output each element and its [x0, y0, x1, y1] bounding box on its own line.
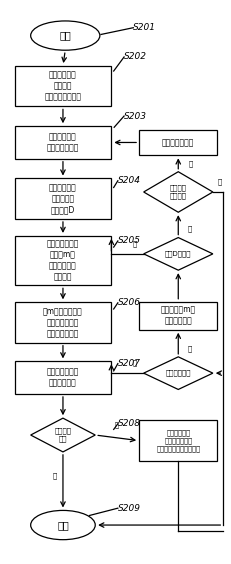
Text: 更新为下一时隙: 更新为下一时隙: [161, 138, 194, 147]
FancyBboxPatch shape: [138, 302, 216, 330]
FancyBboxPatch shape: [15, 126, 111, 159]
Text: 是: 是: [216, 179, 220, 185]
Text: 所有时隙
拍卖完毕: 所有时隙 拍卖完毕: [169, 184, 186, 199]
Text: 序列D为空集: 序列D为空集: [164, 250, 191, 257]
Text: 将选取的买家
按距离排列
生成序列D: 将选取的买家 按距离排列 生成序列D: [49, 183, 76, 214]
FancyBboxPatch shape: [138, 130, 216, 156]
FancyBboxPatch shape: [15, 302, 111, 343]
Text: S202: S202: [124, 52, 146, 61]
Text: 对序列串首元素
进行资源分配: 对序列串首元素 进行资源分配: [47, 368, 79, 387]
Text: 选取对象时隙
具有需求的买家: 选取对象时隙 具有需求的买家: [47, 133, 79, 152]
Text: S209: S209: [117, 504, 140, 513]
Polygon shape: [143, 237, 212, 270]
Text: 从序列串去除
该小小区微基站
从频谱池去除已分配频带: 从序列串去除 该小小区微基站 从频谱池去除已分配频带: [156, 429, 199, 452]
FancyBboxPatch shape: [138, 420, 216, 461]
Text: 是: 是: [186, 345, 191, 352]
Text: 否: 否: [115, 422, 119, 428]
Text: 否: 否: [132, 360, 136, 367]
FancyBboxPatch shape: [15, 362, 111, 394]
Text: 否: 否: [188, 160, 192, 166]
Polygon shape: [143, 171, 212, 212]
Text: S203: S203: [124, 112, 146, 121]
Text: 小小区微基站
作为买家
提交所需时隙需求: 小小区微基站 作为买家 提交所需时隙需求: [44, 70, 81, 102]
Polygon shape: [143, 357, 212, 390]
Text: 是: 是: [186, 226, 191, 232]
Text: 是: 是: [52, 472, 57, 479]
FancyBboxPatch shape: [15, 236, 111, 285]
Ellipse shape: [30, 510, 95, 540]
Text: S208: S208: [117, 419, 140, 428]
Text: 将m个小小区微基
站拍卖出的待序
排序记为序列串: 将m个小小区微基 站拍卖出的待序 排序记为序列串: [43, 307, 82, 338]
Text: 开始: 开始: [59, 30, 71, 41]
Text: S207: S207: [117, 359, 140, 368]
Text: 结束: 结束: [57, 520, 69, 530]
Text: S205: S205: [117, 236, 140, 245]
Text: 从序列去除m个
小小区微基站: 从序列去除m个 小小区微基站: [160, 306, 195, 326]
Text: S201: S201: [133, 23, 156, 32]
Text: 资源分配
完毕: 资源分配 完毕: [54, 428, 71, 442]
Text: S206: S206: [117, 298, 140, 307]
Text: 选取序列中距离
相近的m个
小小区微基站
开始拍卖: 选取序列中距离 相近的m个 小小区微基站 开始拍卖: [47, 240, 79, 282]
Polygon shape: [30, 418, 95, 452]
Text: 序列串为空集: 序列串为空集: [165, 370, 190, 376]
Text: 否: 否: [132, 240, 136, 247]
Text: S204: S204: [117, 176, 140, 185]
FancyBboxPatch shape: [15, 178, 111, 219]
FancyBboxPatch shape: [15, 66, 111, 107]
Ellipse shape: [30, 21, 99, 50]
